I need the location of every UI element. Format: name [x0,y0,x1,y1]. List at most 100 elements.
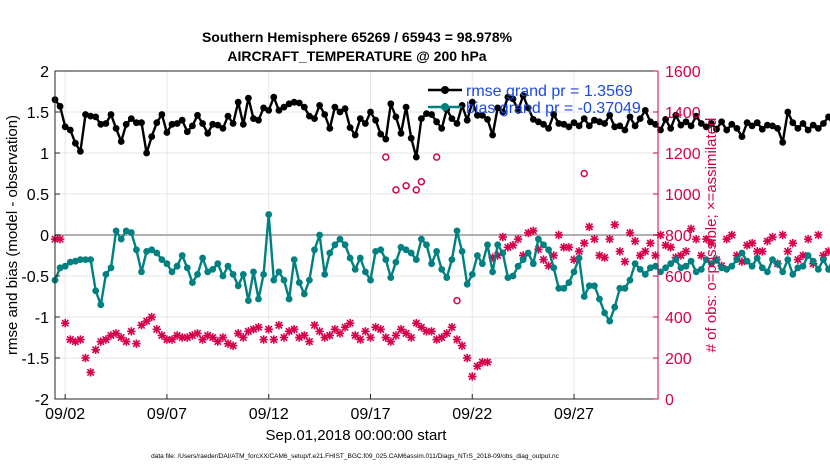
bias-point [412,256,420,263]
x-tick-label: 09/02 [45,406,85,423]
obs-assimilated-marker [590,234,599,244]
obs-assimilated-marker [193,329,202,338]
bias-point [153,249,161,257]
bias-point [407,249,415,257]
obs-assimilated-marker [60,318,70,328]
bias-point [682,262,690,270]
bias-point [728,262,736,270]
rmse-point [733,124,741,132]
rmse-point [814,124,822,132]
obs-possible-marker [402,182,410,190]
rmse-point [194,111,201,119]
bias-point [509,272,517,280]
rmse-point [692,112,700,120]
obs-possible-marker [453,296,461,305]
rmse-point [387,100,395,108]
obs-assimilated-marker [452,335,462,344]
rmse-point [356,115,364,122]
rmse-point [463,116,471,124]
bias-point [336,235,344,243]
bias-point [438,266,446,273]
obs-assimilated-marker [697,251,706,260]
bias-point [738,249,746,257]
bias-point [524,249,532,257]
x-axis-label: Sep.01,2018 00:00:00 start [266,427,448,444]
rmse-point [224,112,232,120]
bias-point [178,252,186,259]
bias-point [148,246,156,254]
obs-assimilated-marker [361,327,370,336]
bias-point [239,271,247,278]
rmse-point [163,129,171,136]
bias-point [545,246,552,254]
rmse-point [168,120,176,128]
obs-assimilated-marker [564,243,574,252]
bias-point [535,235,542,243]
legend-rmse-marker [441,86,449,94]
rmse-point [148,133,156,141]
bias-point [183,264,191,272]
rmse-point [341,105,349,113]
bias-point [708,260,715,268]
obs-assimilated-marker [254,323,263,332]
rmse-point [708,120,715,127]
obs-assimilated-marker [468,372,477,381]
obs-assimilated-marker [325,331,334,340]
rmse-point [351,131,359,139]
rmse-point [270,93,278,101]
rmse-point [255,116,262,124]
bias-point [306,276,313,284]
rmse-point [672,111,680,119]
rmse-point [769,122,776,130]
rmse-point [514,107,522,114]
rmse-point [336,108,344,116]
obs-assimilated-marker [376,325,385,334]
bias-point [209,266,217,273]
bias-point [418,235,425,243]
bottom-axis: 09/02 09/07 09/12 09/17 09/22 09/27 [45,394,594,423]
y-right-tick-label: 600 [665,269,692,286]
rmse-point [178,116,186,124]
bias-point [224,262,232,270]
bias-point [428,260,435,268]
obs-assimilated-marker [147,312,156,322]
rmse-point [92,113,100,121]
obs-assimilated-marker [279,333,289,342]
rmse-point [616,122,624,130]
legend-bias-marker [441,103,449,111]
bias-point [133,246,140,254]
bias-point [764,268,771,276]
rmse-point [570,119,578,127]
rmse-point [239,120,247,128]
rmse-point [295,99,303,107]
bias-point [743,257,751,265]
rmse-point [204,129,212,137]
rmse-point [702,123,710,131]
rmse-point [158,111,166,118]
bias-point [158,256,166,263]
obs-assimilated-marker [727,230,736,240]
obs-assimilated-marker [391,331,401,340]
rmse-point [799,120,807,127]
obs-assimilated-marker [269,335,279,344]
bias-point [804,252,812,259]
rmse-point [423,110,430,117]
obs-assimilated-marker [605,234,614,244]
bias-point [652,262,659,270]
bias-point [300,290,308,298]
obs-assimilated-marker [691,234,701,244]
bias-point [718,264,725,272]
bias-point [616,284,624,292]
rmse-point [102,120,110,127]
rmse-point [697,120,705,127]
rmse-point [748,122,756,130]
obs-assimilated-marker [554,230,563,240]
rmse-series [51,92,830,161]
bias-point [275,268,283,276]
bias-point [677,264,685,272]
rmse-point [753,119,761,127]
rmse-point [173,120,181,127]
rmse-point [275,107,283,114]
rmse-point [626,113,634,121]
